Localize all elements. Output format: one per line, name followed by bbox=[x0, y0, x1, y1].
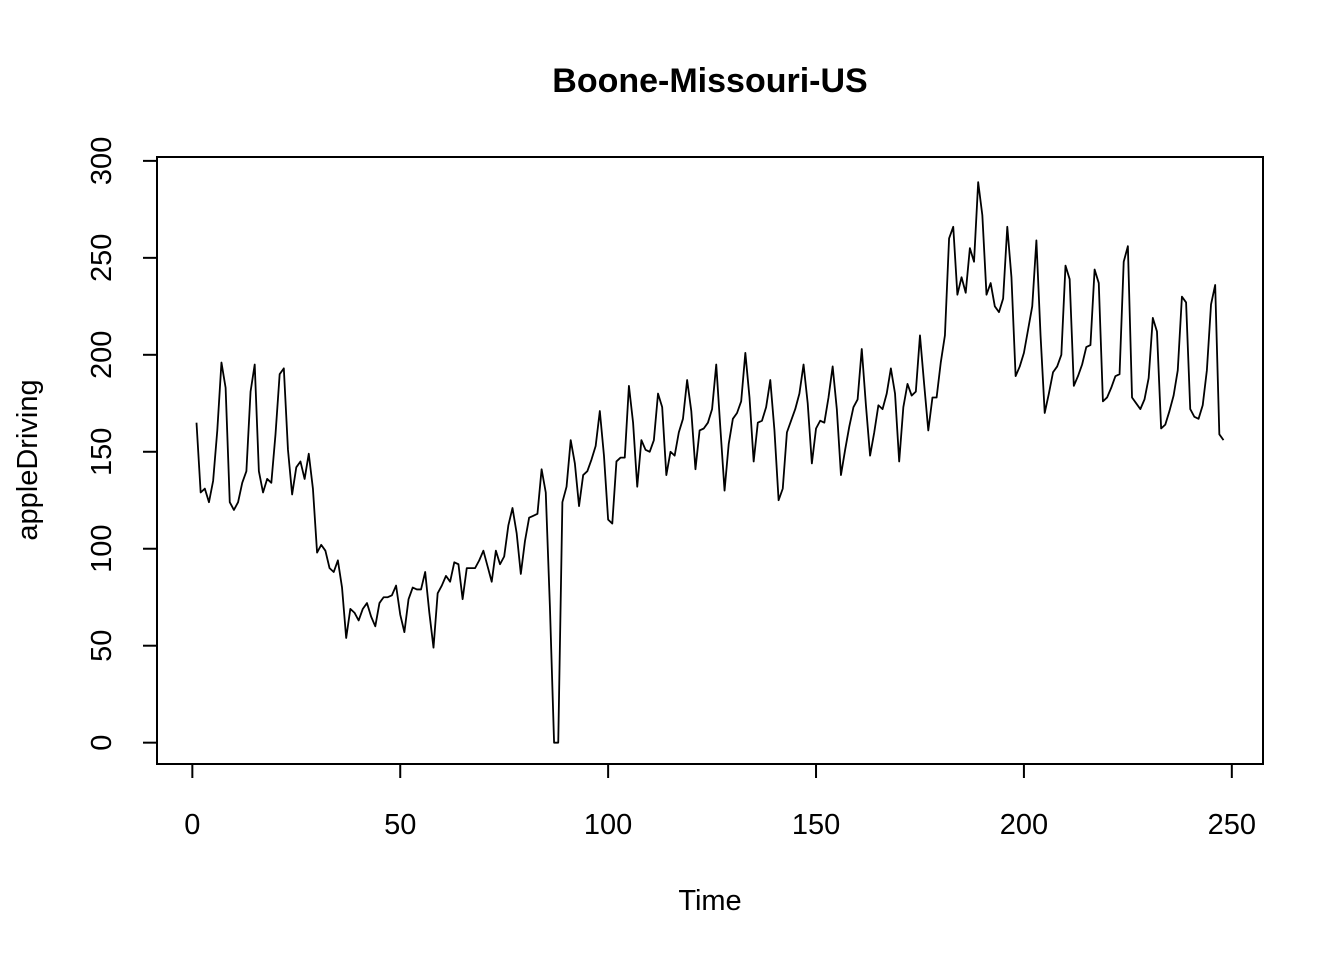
y-tick-label: 100 bbox=[86, 525, 118, 573]
x-tick-label: 250 bbox=[1208, 809, 1256, 841]
chart-title: Boone-Missouri-US bbox=[552, 62, 867, 100]
x-tick-label: 50 bbox=[384, 809, 416, 841]
y-tick-label: 0 bbox=[86, 735, 118, 751]
x-tick-label: 0 bbox=[184, 809, 200, 841]
x-tick-label: 200 bbox=[1000, 809, 1048, 841]
x-tick-label: 100 bbox=[584, 809, 632, 841]
y-tick-label: 250 bbox=[86, 234, 118, 282]
x-axis-title: Time bbox=[678, 885, 741, 917]
y-axis: 0 50 100 150 200 250 300 bbox=[86, 137, 158, 751]
y-tick-label: 200 bbox=[86, 331, 118, 379]
y-tick-label: 50 bbox=[86, 630, 118, 662]
y-axis-title: appleDriving bbox=[12, 379, 44, 540]
series-line bbox=[195, 181, 1225, 744]
plot-frame bbox=[156, 156, 1264, 765]
y-tick-label: 150 bbox=[86, 428, 118, 476]
y-tick-label: 300 bbox=[86, 137, 118, 185]
x-axis: 0 50 100 150 200 250 bbox=[184, 763, 1256, 841]
x-tick-label: 150 bbox=[792, 809, 840, 841]
